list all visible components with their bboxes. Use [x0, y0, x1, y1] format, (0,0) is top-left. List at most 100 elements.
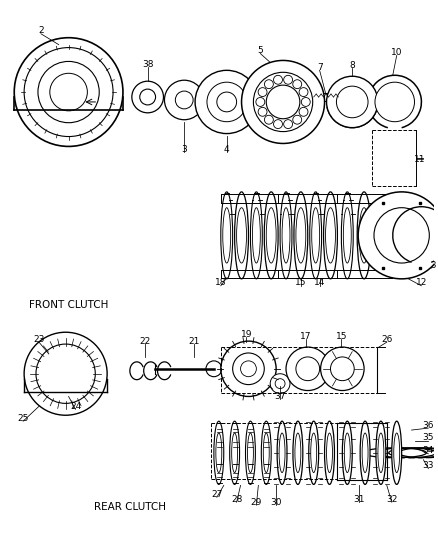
Text: 13: 13 [426, 261, 437, 270]
Bar [312, 93, 339, 101]
Circle shape [36, 344, 95, 403]
Ellipse shape [325, 421, 335, 484]
Circle shape [299, 107, 308, 116]
Text: 38: 38 [142, 60, 153, 69]
Ellipse shape [309, 421, 318, 484]
Text: 12: 12 [416, 278, 427, 287]
Ellipse shape [214, 421, 224, 484]
Circle shape [275, 378, 285, 389]
Ellipse shape [324, 192, 337, 279]
Circle shape [14, 38, 123, 147]
Circle shape [207, 82, 247, 122]
Circle shape [175, 91, 193, 109]
Ellipse shape [296, 208, 306, 263]
Text: 4: 4 [224, 145, 230, 154]
Circle shape [221, 341, 276, 397]
Circle shape [301, 98, 310, 107]
Text: 2: 2 [38, 26, 44, 35]
Ellipse shape [280, 192, 292, 279]
Text: 5: 5 [258, 46, 263, 55]
Text: 22: 22 [139, 337, 150, 345]
Ellipse shape [359, 208, 369, 263]
Circle shape [293, 80, 302, 88]
Ellipse shape [341, 192, 353, 279]
Ellipse shape [312, 208, 320, 263]
Text: 32: 32 [386, 495, 397, 504]
Text: 23: 23 [33, 335, 45, 344]
Text: 15: 15 [336, 332, 347, 341]
Ellipse shape [343, 208, 351, 263]
Circle shape [321, 347, 364, 391]
Circle shape [265, 115, 273, 124]
Ellipse shape [230, 421, 240, 484]
Text: 18: 18 [215, 278, 226, 287]
Circle shape [284, 120, 293, 128]
Circle shape [254, 72, 313, 132]
Circle shape [38, 61, 99, 123]
Ellipse shape [252, 208, 260, 263]
Circle shape [233, 353, 264, 385]
Circle shape [258, 87, 267, 96]
Text: 34: 34 [423, 446, 434, 455]
Text: 30: 30 [270, 498, 282, 507]
Text: 28: 28 [231, 495, 242, 504]
Text: FRONT CLUTCH: FRONT CLUTCH [29, 300, 108, 310]
Circle shape [274, 120, 283, 128]
Ellipse shape [266, 208, 276, 263]
Circle shape [374, 208, 429, 263]
Circle shape [217, 92, 237, 112]
Text: 7: 7 [317, 63, 322, 72]
Circle shape [195, 70, 258, 134]
Text: 33: 33 [423, 461, 434, 470]
Ellipse shape [232, 433, 237, 473]
Ellipse shape [247, 433, 254, 473]
Ellipse shape [261, 421, 271, 484]
Ellipse shape [294, 192, 308, 279]
Text: 27: 27 [211, 490, 223, 499]
Circle shape [140, 89, 155, 105]
Circle shape [132, 81, 163, 113]
Circle shape [265, 80, 273, 88]
Text: 10: 10 [391, 48, 403, 57]
Circle shape [266, 85, 300, 119]
Circle shape [270, 374, 290, 393]
Text: 37: 37 [274, 392, 286, 401]
Text: 24: 24 [70, 402, 81, 411]
Circle shape [296, 357, 320, 381]
Ellipse shape [325, 208, 336, 263]
Ellipse shape [263, 433, 269, 473]
Ellipse shape [251, 192, 262, 279]
Text: 19: 19 [241, 330, 252, 338]
Circle shape [258, 107, 267, 116]
Circle shape [274, 75, 283, 84]
Ellipse shape [378, 433, 384, 473]
Ellipse shape [237, 208, 247, 263]
Ellipse shape [343, 421, 352, 484]
Ellipse shape [357, 192, 371, 279]
Ellipse shape [310, 192, 321, 279]
Text: 25: 25 [18, 414, 29, 423]
Circle shape [286, 347, 329, 391]
Circle shape [336, 86, 368, 118]
Text: 31: 31 [353, 495, 365, 504]
Text: 11: 11 [414, 155, 425, 164]
Ellipse shape [295, 433, 301, 473]
Ellipse shape [216, 433, 222, 473]
Text: 17: 17 [300, 332, 311, 341]
Ellipse shape [282, 208, 290, 263]
Ellipse shape [344, 433, 350, 473]
Circle shape [24, 47, 113, 136]
Text: 3: 3 [181, 145, 187, 154]
Ellipse shape [327, 433, 332, 473]
Ellipse shape [264, 192, 278, 279]
Text: 36: 36 [423, 421, 434, 430]
Circle shape [164, 80, 204, 120]
Ellipse shape [223, 208, 231, 263]
Ellipse shape [277, 421, 287, 484]
Circle shape [206, 361, 222, 377]
Circle shape [375, 82, 414, 122]
Ellipse shape [246, 421, 255, 484]
Ellipse shape [376, 421, 386, 484]
Ellipse shape [293, 421, 303, 484]
Text: 21: 21 [188, 337, 200, 345]
